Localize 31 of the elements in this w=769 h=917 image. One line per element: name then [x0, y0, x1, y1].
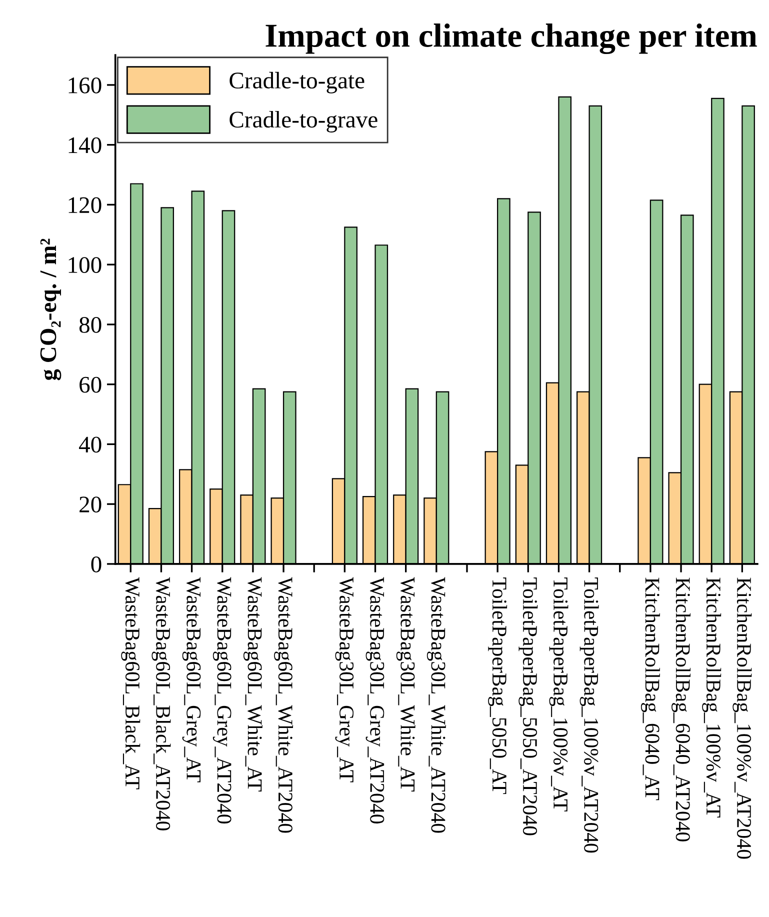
x-tick-label: ToiletPaperBag_100%v_AT — [549, 578, 568, 812]
x-tick-label: WasteBag60L_Black_AT — [121, 577, 140, 790]
x-tick-label: WasteBag60L_Grey_AT — [182, 577, 201, 782]
x-tick-label: WasteBag60L_Grey_AT2040 — [212, 577, 232, 824]
chart-title: Impact on climate change per item — [266, 24, 757, 54]
x-tick-label: WasteBag60L_Black_AT2040 — [152, 577, 171, 830]
y-tick-label: 140 — [68, 137, 102, 154]
y-tick-label: 0 — [91, 556, 102, 572]
legend-label: Cradle-to-gate — [230, 72, 364, 94]
legend-label: Cradle-to-grave — [230, 111, 378, 132]
x-tick-label: KitchenRollBag_6040_AT2040 — [672, 578, 690, 842]
x-tick-label: WasteBag30L_Grey_AT — [335, 577, 354, 782]
y-tick-label: 60 — [80, 376, 102, 393]
y-tick-label: 120 — [68, 197, 102, 214]
x-tick-label: ToiletPaperBag_5050_AT2040 — [518, 578, 538, 836]
x-tick-label: WasteBag60L_White_AT2040 — [274, 577, 293, 833]
x-tick-label: ToiletPaperBag_5050_AT — [488, 578, 508, 794]
x-tick-label: WasteBag30L_Grey_AT2040 — [366, 577, 384, 824]
y-tick-label: 20 — [80, 496, 102, 513]
x-tick-label: WasteBag30L_White_AT — [396, 577, 416, 792]
y-tick-label: 80 — [79, 316, 102, 333]
y-tick-label: 40 — [79, 436, 102, 453]
x-tick-label: KitchenRollBag_6040_AT — [640, 578, 660, 800]
x-tick-label: WasteBag60L_White_AT — [243, 577, 262, 792]
x-tick-label: KitchenRollBag_100%v_AT2040 — [732, 578, 752, 859]
y-axis-title: g CO₂-eq. / m² — [40, 238, 62, 380]
y-tick-label: 160 — [68, 77, 102, 94]
x-tick-label: ToiletPaperBag_100%v_AT2040 — [580, 578, 599, 853]
x-tick-label: KitchenRollBag_100%v_AT — [702, 578, 722, 818]
y-tick-label: 100 — [68, 257, 102, 274]
x-tick-label: WasteBag30L_White_AT2040 — [426, 577, 446, 833]
